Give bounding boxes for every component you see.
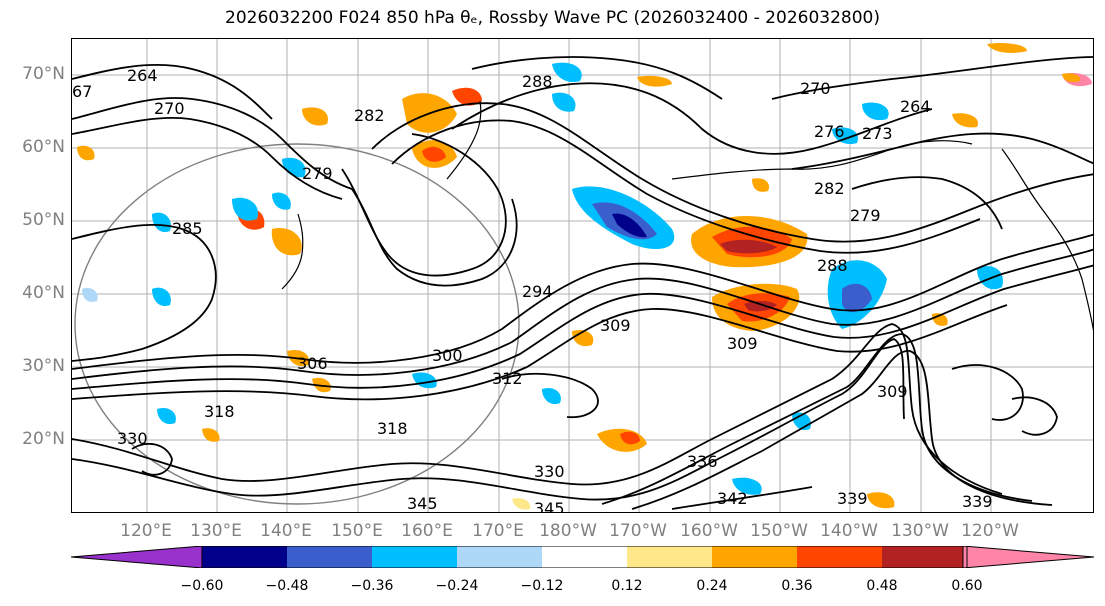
contour-label: 309 (877, 382, 908, 401)
contour-label: 336 (687, 452, 718, 471)
graticule (72, 39, 1094, 513)
colorbar-tick-label: −0.24 (436, 578, 479, 594)
lon-label-130e: 130°E (190, 521, 242, 541)
contour-label: 309 (727, 334, 758, 353)
lat-label-60n: 60°N (22, 137, 65, 157)
contour-label: 288 (522, 72, 553, 91)
colorbar-bin (882, 546, 967, 568)
contour-label: 330 (117, 429, 148, 448)
contour-label: 288 (817, 256, 848, 275)
lat-label-70n: 70°N (22, 64, 65, 84)
colorbar-tick-label: −0.36 (351, 578, 394, 594)
colorbar-tick-label: 0.24 (696, 578, 727, 594)
colorbar-tick-label: 0.36 (781, 578, 812, 594)
contour-label: 282 (814, 179, 845, 198)
lon-label-150w: 150°W (750, 521, 808, 541)
contour-label: 285 (172, 219, 203, 238)
lon-label-140e: 140°E (260, 521, 312, 541)
colorbar-bin (457, 546, 542, 568)
colorbar-tick-label: 0.60 (951, 578, 982, 594)
colorbar-bin (627, 546, 712, 568)
colorbar-bin (712, 546, 797, 568)
contour-label: 330 (534, 462, 565, 481)
lon-label-130w: 130°W (891, 521, 949, 541)
contour-label: 300 (432, 346, 463, 365)
map-canvas: 264 270 282 288 270 264 273 276 279 282 … (72, 39, 1094, 513)
lon-label-150e: 150°E (331, 521, 383, 541)
lon-label-180w: 180°W (539, 521, 597, 541)
coastlines (282, 101, 1094, 339)
theta-e-contours (72, 57, 1094, 509)
colorbar-extend-low (71, 546, 202, 568)
contour-label: 67 (72, 82, 92, 101)
colorbar-bin (797, 546, 882, 568)
colorbar (71, 546, 1094, 568)
contour-label: 345 (407, 494, 438, 513)
contour-label: 312 (492, 369, 523, 388)
map-panel: 264 270 282 288 270 264 273 276 279 282 … (71, 38, 1094, 513)
colorbar-extend-high (963, 546, 1094, 568)
contour-label: 276 (814, 122, 845, 141)
contour-label: 339 (837, 489, 868, 508)
contour-label: 270 (800, 79, 831, 98)
contour-label: 264 (900, 97, 931, 116)
colorbar-tick-label: 0.48 (866, 578, 897, 594)
lon-label-160e: 160°E (401, 521, 453, 541)
contour-label: 273 (862, 124, 893, 143)
contour-label: 279 (302, 164, 333, 183)
colorbar-tick-label: −0.60 (181, 578, 224, 594)
contour-label: 264 (127, 66, 158, 85)
colorbar-tick-label: 0.12 (611, 578, 642, 594)
contour-label: 342 (717, 489, 748, 508)
contour-label: 318 (204, 402, 235, 421)
contour-label: 318 (377, 419, 408, 438)
colorbar-bin (542, 546, 627, 568)
contour-label: 270 (154, 99, 185, 118)
lon-label-170e: 170°E (472, 521, 524, 541)
lon-label-140w: 140°W (820, 521, 878, 541)
lat-label-40n: 40°N (22, 283, 65, 303)
contour-label: 282 (354, 106, 385, 125)
lat-label-20n: 20°N (22, 429, 65, 449)
contour-label: 345 (534, 499, 565, 513)
lat-label-30n: 30°N (22, 356, 65, 376)
contour-label: 309 (600, 316, 631, 335)
colorbar-tick-label: −0.48 (266, 578, 309, 594)
contour-label: 306 (297, 354, 328, 373)
contour-label: 294 (522, 282, 553, 301)
colorbar-bin (202, 546, 287, 568)
lon-label-120w: 120°W (961, 521, 1019, 541)
lat-label-50n: 50°N (22, 210, 65, 230)
colorbar-tick-label: −0.12 (521, 578, 564, 594)
colorbar-bin (372, 546, 457, 568)
lon-label-120e: 120°E (120, 521, 172, 541)
lon-label-160w: 160°W (680, 521, 738, 541)
figure-title: 2026032200 F024 850 hPa θₑ, Rossby Wave … (0, 8, 1105, 28)
great-circle-ring (75, 144, 519, 504)
contour-label: 339 (962, 492, 993, 511)
contour-label: 279 (850, 206, 881, 225)
lon-label-170w: 170°W (609, 521, 667, 541)
colorbar-bin (287, 546, 372, 568)
